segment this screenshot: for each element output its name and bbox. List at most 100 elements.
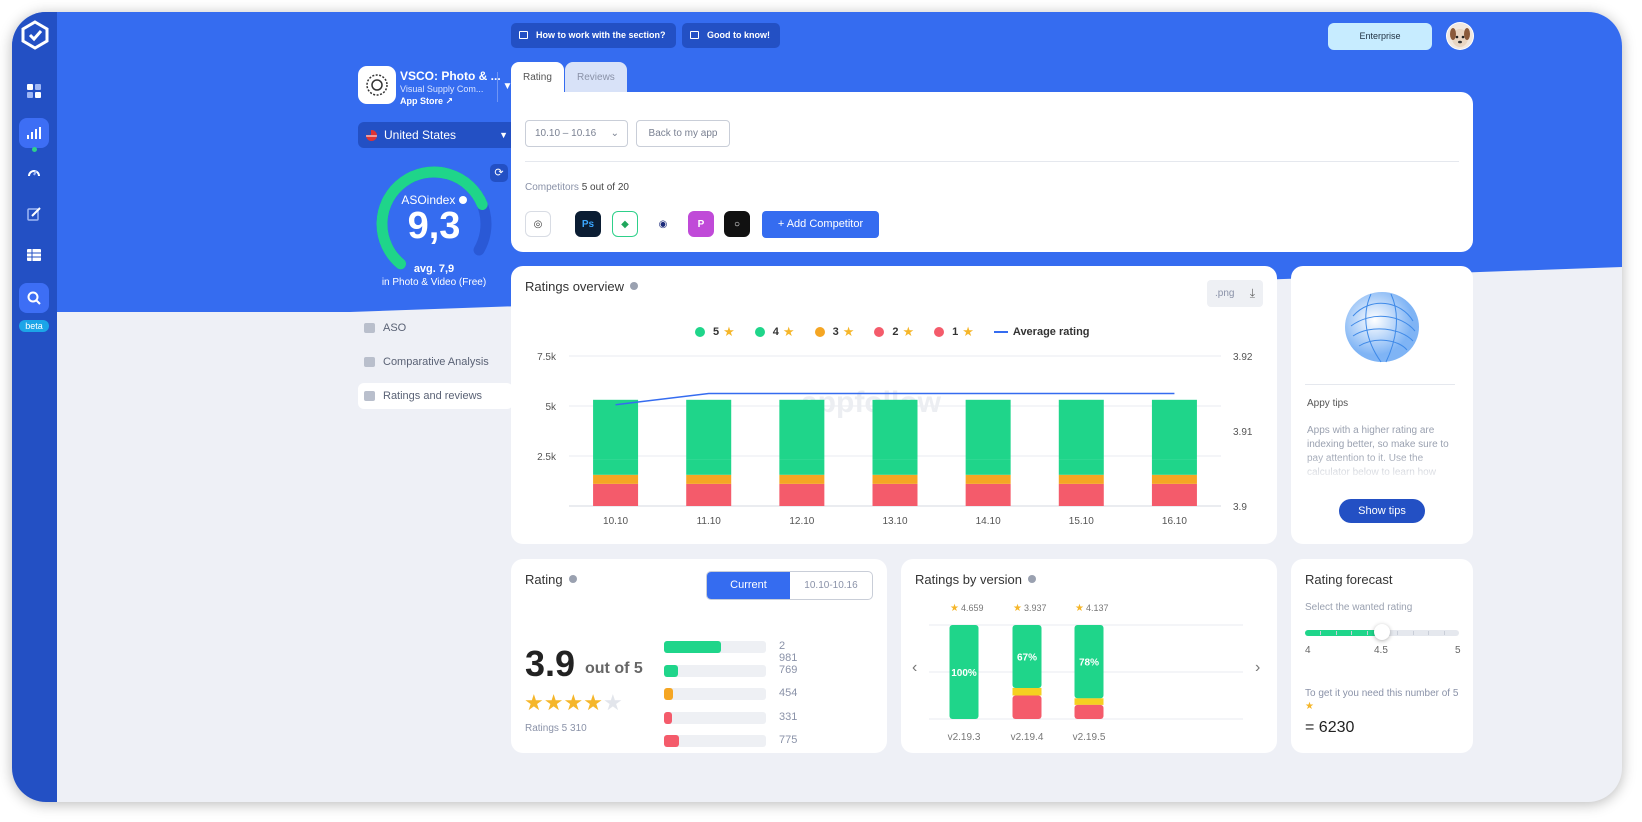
slider-tick: [1366, 631, 1368, 635]
vsco-app-icon[interactable]: ◎: [525, 211, 551, 237]
rating-value: 3.9: [525, 643, 576, 684]
bar-segment-3: [593, 474, 639, 484]
menu-item-comparative-analysis[interactable]: Comparative Analysis: [358, 349, 513, 375]
country-label: United States: [384, 128, 457, 142]
info-icon[interactable]: [630, 282, 638, 290]
competitors-label: Competitors 5 out of 20: [525, 182, 629, 193]
rating-bar-fill: [664, 711, 673, 724]
snapseed-app-icon[interactable]: ◆: [612, 211, 638, 237]
bar-segment-1: [1058, 490, 1104, 506]
x-tick-label: 12.10: [789, 516, 814, 527]
camera-app-icon[interactable]: ◉: [650, 211, 676, 237]
dashboard-icon[interactable]: [19, 76, 49, 106]
tips-fade: [1301, 454, 1461, 482]
bar-segment-3: [779, 474, 825, 484]
bar-segment-4: [593, 459, 639, 475]
download-icon: ⤓: [1249, 286, 1255, 300]
darkroom-app-icon[interactable]: ○: [724, 211, 750, 237]
rating-card: Rating Current 10.10-10.16 3.9 out of 5 …: [511, 559, 887, 753]
y-right-tick-label: 3.9: [1233, 502, 1247, 513]
rating-bar-fill: [664, 641, 722, 653]
rating-bar-value: 454: [779, 687, 798, 699]
version-label: v2.19.5: [1073, 732, 1106, 743]
version-bar-yellow: [1074, 698, 1104, 705]
divider: [525, 161, 1459, 162]
version-bar-red: [1074, 704, 1104, 719]
chat-icon: [364, 391, 375, 401]
y-right-tick-label: 3.92: [1233, 352, 1253, 363]
app-selector[interactable]: VSCO: Photo & ... Visual Supply Com... A…: [358, 66, 518, 112]
bar-segment-2: [1151, 483, 1197, 491]
slider-tick: [1412, 631, 1414, 635]
menu-item-ratings-reviews[interactable]: Ratings and reviews: [358, 383, 513, 409]
good-to-know-button[interactable]: Good to know!: [682, 23, 780, 48]
info-icon[interactable]: [458, 196, 467, 204]
info-icon[interactable]: [568, 575, 577, 583]
tab-reviews[interactable]: Reviews: [565, 62, 627, 93]
table-icon[interactable]: [19, 240, 49, 270]
avatar[interactable]: [1446, 22, 1474, 50]
country-selector[interactable]: United States ▼: [358, 122, 518, 148]
chevron-right-icon[interactable]: ›: [1255, 659, 1261, 676]
chevron-down-icon: ⌄: [610, 128, 619, 139]
bar-segment-5: [686, 399, 732, 460]
current-toggle-button[interactable]: Current: [707, 572, 790, 599]
show-tips-button[interactable]: Show tips: [1339, 499, 1425, 523]
speed-icon[interactable]: [19, 158, 49, 188]
legend-item-5[interactable]: 5 ★: [695, 324, 735, 340]
y-right-tick-label: 3.91: [1233, 427, 1253, 438]
bar-segment-4: [686, 459, 732, 475]
x-tick-label: 16.10: [1162, 516, 1187, 527]
aso-index-label: ASOindex: [372, 193, 496, 207]
aso-index-avg: avg. 7,9: [413, 263, 455, 275]
chart-legend: 5 ★ 4 ★ 3 ★ 2 ★ 1 ★ Average rating: [695, 324, 1110, 340]
export-png-button[interactable]: .png ⤓: [1207, 280, 1263, 307]
chevron-down-icon[interactable]: ▼: [497, 72, 517, 102]
folder-icon: [364, 323, 375, 333]
legend-item-2[interactable]: 2 ★: [874, 324, 914, 340]
bar-segment-1: [1151, 490, 1197, 506]
y-tick-label: 2.5k: [537, 452, 557, 463]
ratings-overview-chart: 7.5k 5k 2.5k 3.92 3.91 3.9 appfollow 10.10 11.10…: [537, 352, 1253, 527]
rating-forecast-title: Rating forecast: [1305, 572, 1393, 587]
picsart-app-icon[interactable]: P: [688, 211, 714, 237]
legend-item-4[interactable]: 4 ★: [754, 324, 795, 340]
legend-item-3[interactable]: 3 ★: [814, 324, 854, 340]
legend-item-average[interactable]: Average rating: [993, 324, 1090, 340]
date-range-select[interactable]: 10.10 – 10.16 ⌄: [525, 120, 628, 147]
legend-item-1[interactable]: 1 ★: [934, 324, 974, 340]
refresh-icon[interactable]: ⟳: [490, 164, 508, 182]
search-icon[interactable]: [19, 283, 49, 313]
rating-slider[interactable]: [1305, 624, 1459, 640]
info-icon[interactable]: [1027, 575, 1036, 583]
app-logo-icon[interactable]: [20, 20, 50, 50]
version-percent: 67%: [1017, 652, 1037, 663]
photoshop-app-icon[interactable]: Ps: [575, 211, 601, 237]
chevron-left-icon[interactable]: ‹: [912, 659, 918, 676]
ratings-overview-card: Ratings overview .png ⤓ 5 ★ 4 ★ 3 ★ 2 ★ 1 ★ Av…: [511, 266, 1277, 544]
tab-rating[interactable]: Rating: [511, 62, 564, 93]
ratings-by-version-title: Ratings by version: [915, 572, 1036, 587]
bar-segment-4: [872, 459, 918, 475]
help-button[interactable]: How to work with the section?: [511, 23, 676, 48]
edit-icon[interactable]: [19, 199, 49, 229]
rating-bar-fill: [664, 664, 679, 677]
star-icon: ★: [1013, 603, 1022, 614]
slider-handle[interactable]: [1374, 624, 1390, 640]
add-competitor-button[interactable]: + Add Competitor: [762, 211, 879, 238]
star-icon: ★: [524, 690, 544, 715]
bar-segment-5: [593, 399, 639, 460]
star-icon: ★: [563, 690, 584, 715]
date-range-toggle-button[interactable]: 10.10-10.16: [804, 580, 858, 591]
slider-tick: [1443, 631, 1445, 635]
bar-segment-3: [1058, 474, 1104, 484]
app-frame: beta VSCO: Photo & ... Visual Supply Com…: [12, 12, 1622, 802]
back-to-app-button[interactable]: Back to my app: [636, 120, 730, 147]
slider-selected-label: 4.5: [1374, 645, 1388, 656]
star-icon: ★: [583, 690, 603, 715]
star-icon: ★: [1075, 603, 1084, 614]
star-icon: ★: [1305, 701, 1314, 712]
menu-item-aso[interactable]: ASO: [358, 315, 513, 341]
analytics-icon[interactable]: [19, 118, 49, 152]
enterprise-badge[interactable]: Enterprise: [1328, 23, 1432, 50]
